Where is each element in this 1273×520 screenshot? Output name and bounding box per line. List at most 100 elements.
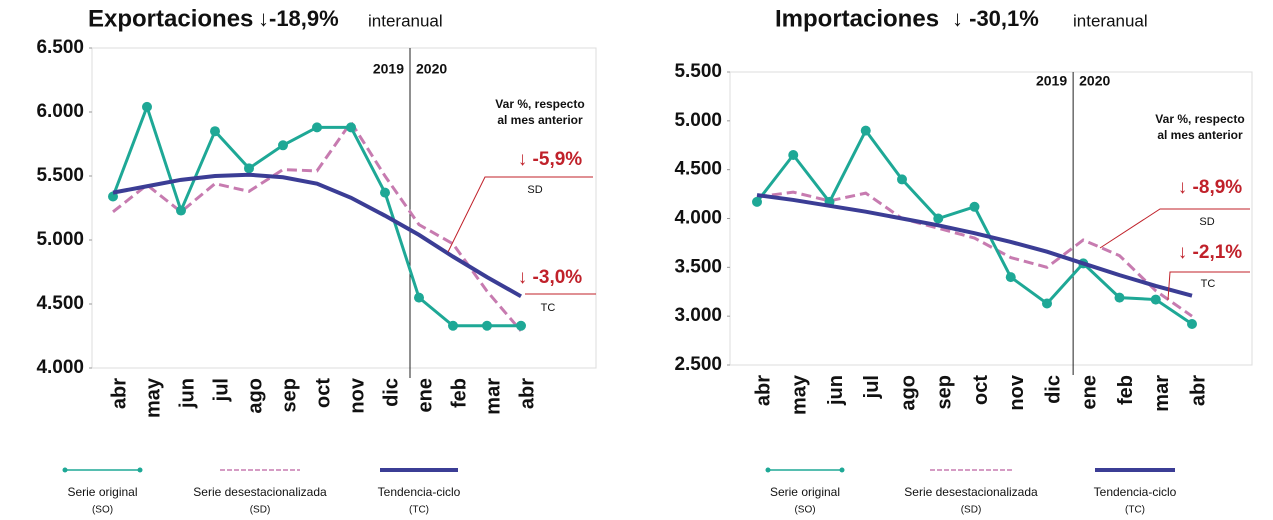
y-tick-label: 5.000 — [674, 110, 722, 131]
y-tick-label: 2.500 — [674, 354, 722, 375]
x-tick-label: abr — [752, 375, 774, 406]
legend-abbr: (SD) — [250, 505, 271, 516]
data-point — [278, 140, 288, 151]
x-tick-label: sep — [934, 375, 956, 409]
x-tick-label: jun — [825, 375, 847, 406]
data-point — [516, 320, 526, 331]
legend-abbr: (SD) — [961, 505, 982, 516]
annotation-title: al mes anterior — [1157, 128, 1243, 142]
data-point — [752, 196, 762, 207]
legend-label: Tendencia-ciclo — [1094, 485, 1177, 499]
legend-label: Serie original — [770, 485, 840, 499]
x-tick-label: ene — [414, 378, 436, 412]
x-tick-label: mar — [482, 378, 504, 415]
y-tick-label: 4.500 — [674, 159, 722, 180]
data-point — [312, 122, 322, 133]
legend-dot — [137, 467, 143, 473]
data-point — [346, 122, 356, 133]
x-tick-label: nov — [346, 377, 368, 413]
data-point — [142, 101, 152, 112]
y-tick-label: 5.000 — [36, 229, 84, 250]
x-tick-label: nov — [1006, 374, 1028, 410]
data-point — [933, 213, 944, 224]
data-point — [1187, 318, 1197, 329]
data-point — [1042, 298, 1052, 309]
data-point — [482, 320, 492, 331]
x-tick-label: may — [142, 377, 164, 418]
data-point — [1114, 292, 1125, 303]
y-tick-label: 6.000 — [36, 101, 84, 122]
annotation-label: SD — [527, 184, 542, 196]
year-label: 2020 — [416, 61, 447, 77]
series-line — [112, 172, 522, 299]
x-tick-label: oct — [970, 375, 992, 405]
annotation-title: al mes anterior — [497, 113, 583, 127]
legend-abbr: (TC) — [409, 505, 429, 516]
x-tick-label: abr — [1187, 375, 1209, 406]
chart-title: Importaciones — [775, 5, 939, 32]
change-note: interanual — [1073, 11, 1148, 30]
plot-frame — [91, 47, 597, 369]
leader-line — [1099, 208, 1250, 249]
x-tick-label: oct — [312, 378, 334, 408]
data-point — [210, 126, 220, 137]
legend-label: Tendencia-ciclo — [378, 485, 461, 499]
data-point — [860, 125, 871, 136]
data-point — [176, 205, 186, 216]
series-line — [112, 119, 523, 332]
data-point — [788, 150, 799, 161]
annotation-value: ↓ -8,9% — [1178, 177, 1243, 198]
x-tick-label: mar — [1151, 375, 1173, 412]
yearly-change: ↓-18,9% — [258, 6, 339, 31]
data-point — [414, 292, 424, 303]
series-line — [756, 190, 1193, 318]
x-tick-label: feb — [1115, 375, 1137, 405]
year-label: 2019 — [1036, 73, 1067, 89]
annotation-label: TC — [541, 302, 556, 314]
series-line — [756, 193, 1193, 298]
y-tick-label: 4.000 — [36, 357, 84, 378]
legend-label: Serie desestacionalizada — [904, 485, 1038, 499]
change-note: interanual — [368, 11, 443, 30]
y-tick-label: 5.500 — [674, 61, 722, 82]
series-line — [755, 127, 1193, 326]
annotation-label: TC — [1201, 278, 1216, 290]
chart-title: Exportaciones — [88, 5, 253, 32]
data-point — [1150, 294, 1161, 305]
leader-line — [1167, 271, 1250, 301]
legend-dot — [839, 467, 845, 473]
legend-abbr: (SO) — [794, 505, 815, 516]
data-point — [1005, 272, 1016, 283]
data-point — [448, 320, 458, 331]
x-tick-label: jul — [210, 378, 232, 402]
legend-dot — [765, 467, 771, 473]
y-tick-label: 4.500 — [36, 293, 84, 314]
legend-dot — [62, 467, 68, 473]
y-tick-label: 4.000 — [674, 208, 722, 229]
data-point — [897, 174, 907, 185]
x-tick-label: may — [789, 374, 811, 415]
x-tick-label: ago — [244, 378, 266, 414]
legend-label: Serie original — [67, 485, 137, 499]
x-tick-label: ago — [897, 375, 919, 411]
series-line — [111, 102, 521, 328]
leader-line — [447, 176, 593, 253]
x-tick-label: abr — [108, 378, 130, 409]
annotation-title: Var %, respecto — [1155, 112, 1244, 126]
annotation-title: Var %, respecto — [495, 97, 584, 111]
y-tick-label: 5.500 — [36, 165, 84, 186]
legend-abbr: (SO) — [92, 505, 113, 516]
x-tick-label: ene — [1079, 375, 1101, 409]
legend-abbr: (TC) — [1125, 505, 1145, 516]
year-label: 2020 — [1079, 73, 1110, 89]
x-tick-label: dic — [1042, 375, 1064, 404]
x-tick-label: jul — [861, 375, 883, 399]
y-tick-label: 6.500 — [36, 37, 84, 58]
y-tick-label: 3.500 — [674, 256, 722, 277]
data-point — [969, 201, 980, 212]
legend-label: Serie desestacionalizada — [193, 485, 327, 499]
yearly-change: ↓ -30,1% — [952, 6, 1039, 31]
x-tick-label: dic — [380, 378, 402, 407]
annotation-value: ↓ -5,9% — [518, 149, 583, 170]
